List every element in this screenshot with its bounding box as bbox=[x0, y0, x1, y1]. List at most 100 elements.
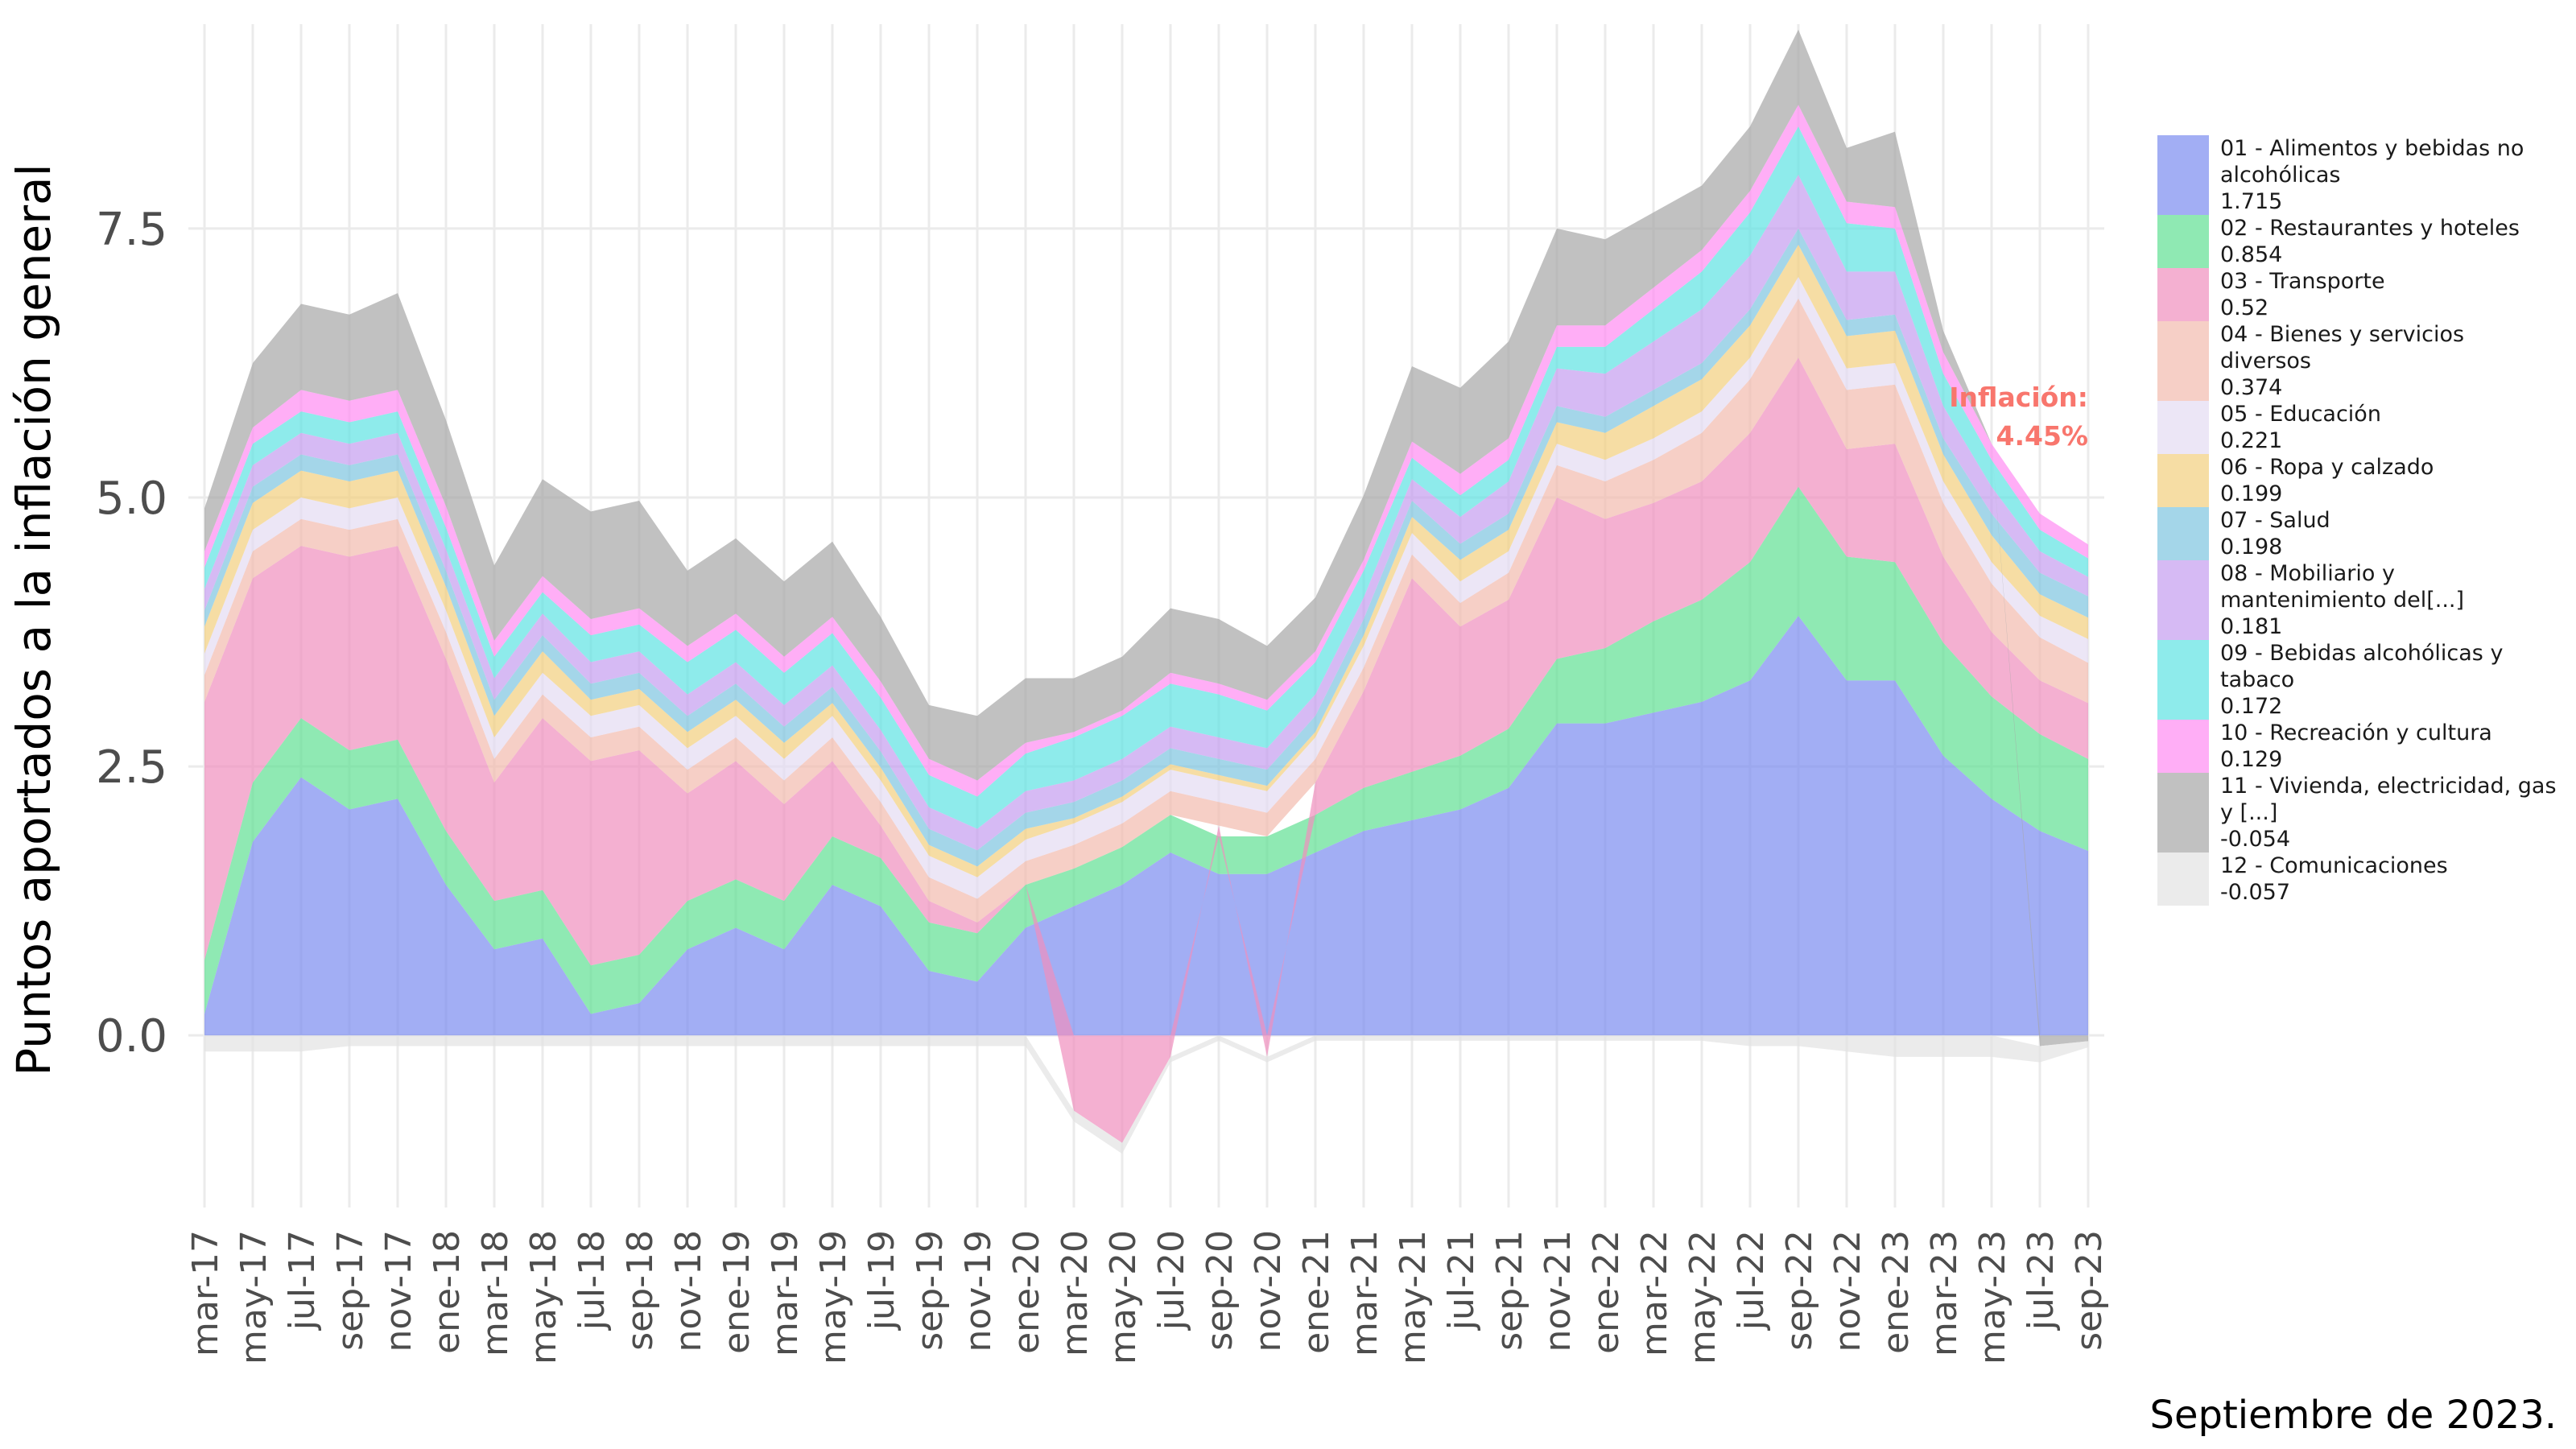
x-tick-label: sep-17 bbox=[330, 1230, 371, 1351]
x-tick-label: may-21 bbox=[1393, 1230, 1434, 1364]
area-01 bbox=[204, 616, 2088, 1036]
chart-caption: Septiembre de 2023. bbox=[2149, 1393, 2557, 1438]
legend-swatch bbox=[2157, 720, 2209, 773]
legend-item: 06 - Ropa y calzado 0.199 bbox=[2157, 454, 2560, 507]
y-tick-label: 7.5 bbox=[96, 204, 167, 256]
legend-label: 11 - Vivienda, electricidad, gas y [...] bbox=[2220, 774, 2557, 825]
legend-item: 05 - Educación 0.221 bbox=[2157, 401, 2560, 454]
legend: 01 - Alimentos y bebidas no alcohólicas 1… bbox=[2157, 135, 2560, 906]
legend-item: 08 - Mobiliario y mantenimiento del[...]… bbox=[2157, 560, 2560, 640]
legend-value: -0.054 bbox=[2220, 827, 2291, 852]
x-tick-label: ene-19 bbox=[716, 1230, 758, 1354]
legend-label: 05 - Educación bbox=[2220, 402, 2381, 427]
legend-value: 0.374 bbox=[2220, 375, 2283, 400]
x-tick-label: may-19 bbox=[813, 1230, 854, 1364]
inflation-annotation: Inflación: 4.45% bbox=[1847, 378, 2088, 456]
legend-value: 0.172 bbox=[2220, 694, 2283, 719]
series-areas bbox=[204, 29, 2088, 1154]
legend-label: 10 - Recreación y cultura bbox=[2220, 720, 2492, 745]
legend-label: 07 - Salud bbox=[2220, 508, 2330, 533]
legend-swatch bbox=[2157, 135, 2209, 215]
x-tick-label: may-22 bbox=[1682, 1230, 1724, 1364]
legend-item: 01 - Alimentos y bebidas no alcohólicas 1… bbox=[2157, 135, 2560, 215]
area-11 bbox=[204, 29, 2088, 1046]
legend-swatch bbox=[2157, 454, 2209, 507]
x-tick-label: jul-21 bbox=[1441, 1230, 1482, 1331]
x-tick-label: ene-18 bbox=[427, 1230, 468, 1354]
legend-value: -0.057 bbox=[2220, 880, 2291, 905]
legend-item: 02 - Restaurantes y hoteles 0.854 bbox=[2157, 215, 2560, 268]
legend-swatch bbox=[2157, 773, 2209, 852]
y-tick-label: 0.0 bbox=[96, 1010, 167, 1063]
x-tick-label: mar-22 bbox=[1634, 1230, 1675, 1356]
x-tick-label: mar-19 bbox=[765, 1230, 806, 1356]
area-09 bbox=[204, 126, 2088, 829]
y-tick-label: 5.0 bbox=[96, 473, 167, 525]
legend-label: 01 - Alimentos y bebidas no alcohólicas bbox=[2220, 136, 2524, 188]
legend-swatch bbox=[2157, 401, 2209, 454]
legend-value: 0.52 bbox=[2220, 295, 2269, 320]
x-tick-label: jul-19 bbox=[861, 1230, 902, 1331]
legend-item: 12 - Comunicaciones -0.057 bbox=[2157, 852, 2560, 906]
x-tick-label: sep-18 bbox=[620, 1230, 661, 1351]
legend-swatch bbox=[2157, 215, 2209, 268]
area-12 bbox=[204, 1035, 2088, 1154]
legend-label: 12 - Comunicaciones bbox=[2220, 853, 2448, 878]
x-tick-label: sep-20 bbox=[1199, 1230, 1241, 1351]
area-05 bbox=[204, 277, 2088, 899]
x-tick-label: mar-21 bbox=[1344, 1230, 1385, 1356]
x-tick-label: nov-22 bbox=[1827, 1230, 1868, 1352]
x-tick-label: sep-21 bbox=[1489, 1230, 1530, 1351]
legend-swatch bbox=[2157, 321, 2209, 401]
legend-label: 03 - Transporte bbox=[2220, 269, 2385, 294]
legend-label: 09 - Bebidas alcohólicas y tabaco bbox=[2220, 641, 2504, 692]
x-tick-label: may-20 bbox=[1103, 1230, 1144, 1364]
x-tick-label: ene-23 bbox=[1876, 1230, 1917, 1354]
area-04 bbox=[204, 298, 2088, 923]
legend-swatch bbox=[2157, 640, 2209, 720]
legend-swatch bbox=[2157, 560, 2209, 640]
legend-value: 0.129 bbox=[2220, 747, 2283, 772]
legend-swatch bbox=[2157, 507, 2209, 560]
x-axis-ticks: mar-17 may-17 jul-17 sep-17 nov-17 ene-18 mar-… bbox=[185, 1230, 2110, 1364]
x-tick-label: nov-17 bbox=[378, 1230, 419, 1352]
legend-label: 06 - Ropa y calzado bbox=[2220, 455, 2434, 480]
x-tick-label: sep-23 bbox=[2069, 1230, 2110, 1351]
area-07 bbox=[204, 228, 2088, 867]
inflation-annotation-value: 4.45% bbox=[1996, 420, 2089, 452]
legend-swatch bbox=[2157, 852, 2209, 906]
x-tick-label: nov-21 bbox=[1538, 1230, 1579, 1352]
legend-swatch bbox=[2157, 268, 2209, 321]
legend-value: 0.181 bbox=[2220, 614, 2283, 639]
legend-value: 0.854 bbox=[2220, 242, 2283, 267]
legend-value: 0.198 bbox=[2220, 535, 2283, 559]
legend-item: 10 - Recreación y cultura 0.129 bbox=[2157, 720, 2560, 773]
legend-item: 07 - Salud 0.198 bbox=[2157, 507, 2560, 560]
x-tick-label: jul-17 bbox=[282, 1230, 323, 1331]
legend-item: 11 - Vivienda, electricidad, gas y [...]… bbox=[2157, 773, 2560, 852]
x-tick-label: may-23 bbox=[1972, 1230, 2013, 1364]
x-tick-label: jul-18 bbox=[572, 1230, 613, 1331]
area-03 bbox=[204, 357, 2088, 1143]
x-tick-label: nov-18 bbox=[668, 1230, 709, 1352]
x-tick-label: jul-20 bbox=[1151, 1230, 1192, 1331]
x-tick-label: jul-22 bbox=[1731, 1230, 1772, 1331]
x-tick-label: nov-20 bbox=[1248, 1230, 1289, 1352]
y-tick-label: 2.5 bbox=[96, 741, 167, 794]
x-tick-label: jul-23 bbox=[2021, 1230, 2062, 1331]
legend-value: 0.221 bbox=[2220, 428, 2283, 453]
x-tick-label: ene-20 bbox=[1006, 1230, 1047, 1354]
x-tick-label: ene-22 bbox=[1586, 1230, 1627, 1354]
x-tick-label: nov-19 bbox=[958, 1230, 999, 1352]
legend-item: 04 - Bienes y servicios diversos 0.374 bbox=[2157, 321, 2560, 401]
x-tick-label: ene-21 bbox=[1296, 1230, 1337, 1354]
x-tick-label: mar-18 bbox=[475, 1230, 516, 1356]
x-tick-label: mar-23 bbox=[1924, 1230, 1965, 1356]
legend-value: 0.199 bbox=[2220, 481, 2283, 506]
y-axis-label: Puntos aportados a la inflación general bbox=[6, 163, 61, 1075]
legend-item: 09 - Bebidas alcohólicas y tabaco 0.172 bbox=[2157, 640, 2560, 720]
x-tick-label: sep-22 bbox=[1779, 1230, 1820, 1351]
x-tick-label: may-18 bbox=[523, 1230, 564, 1364]
inflation-annotation-label: Inflación: bbox=[1949, 382, 2088, 413]
